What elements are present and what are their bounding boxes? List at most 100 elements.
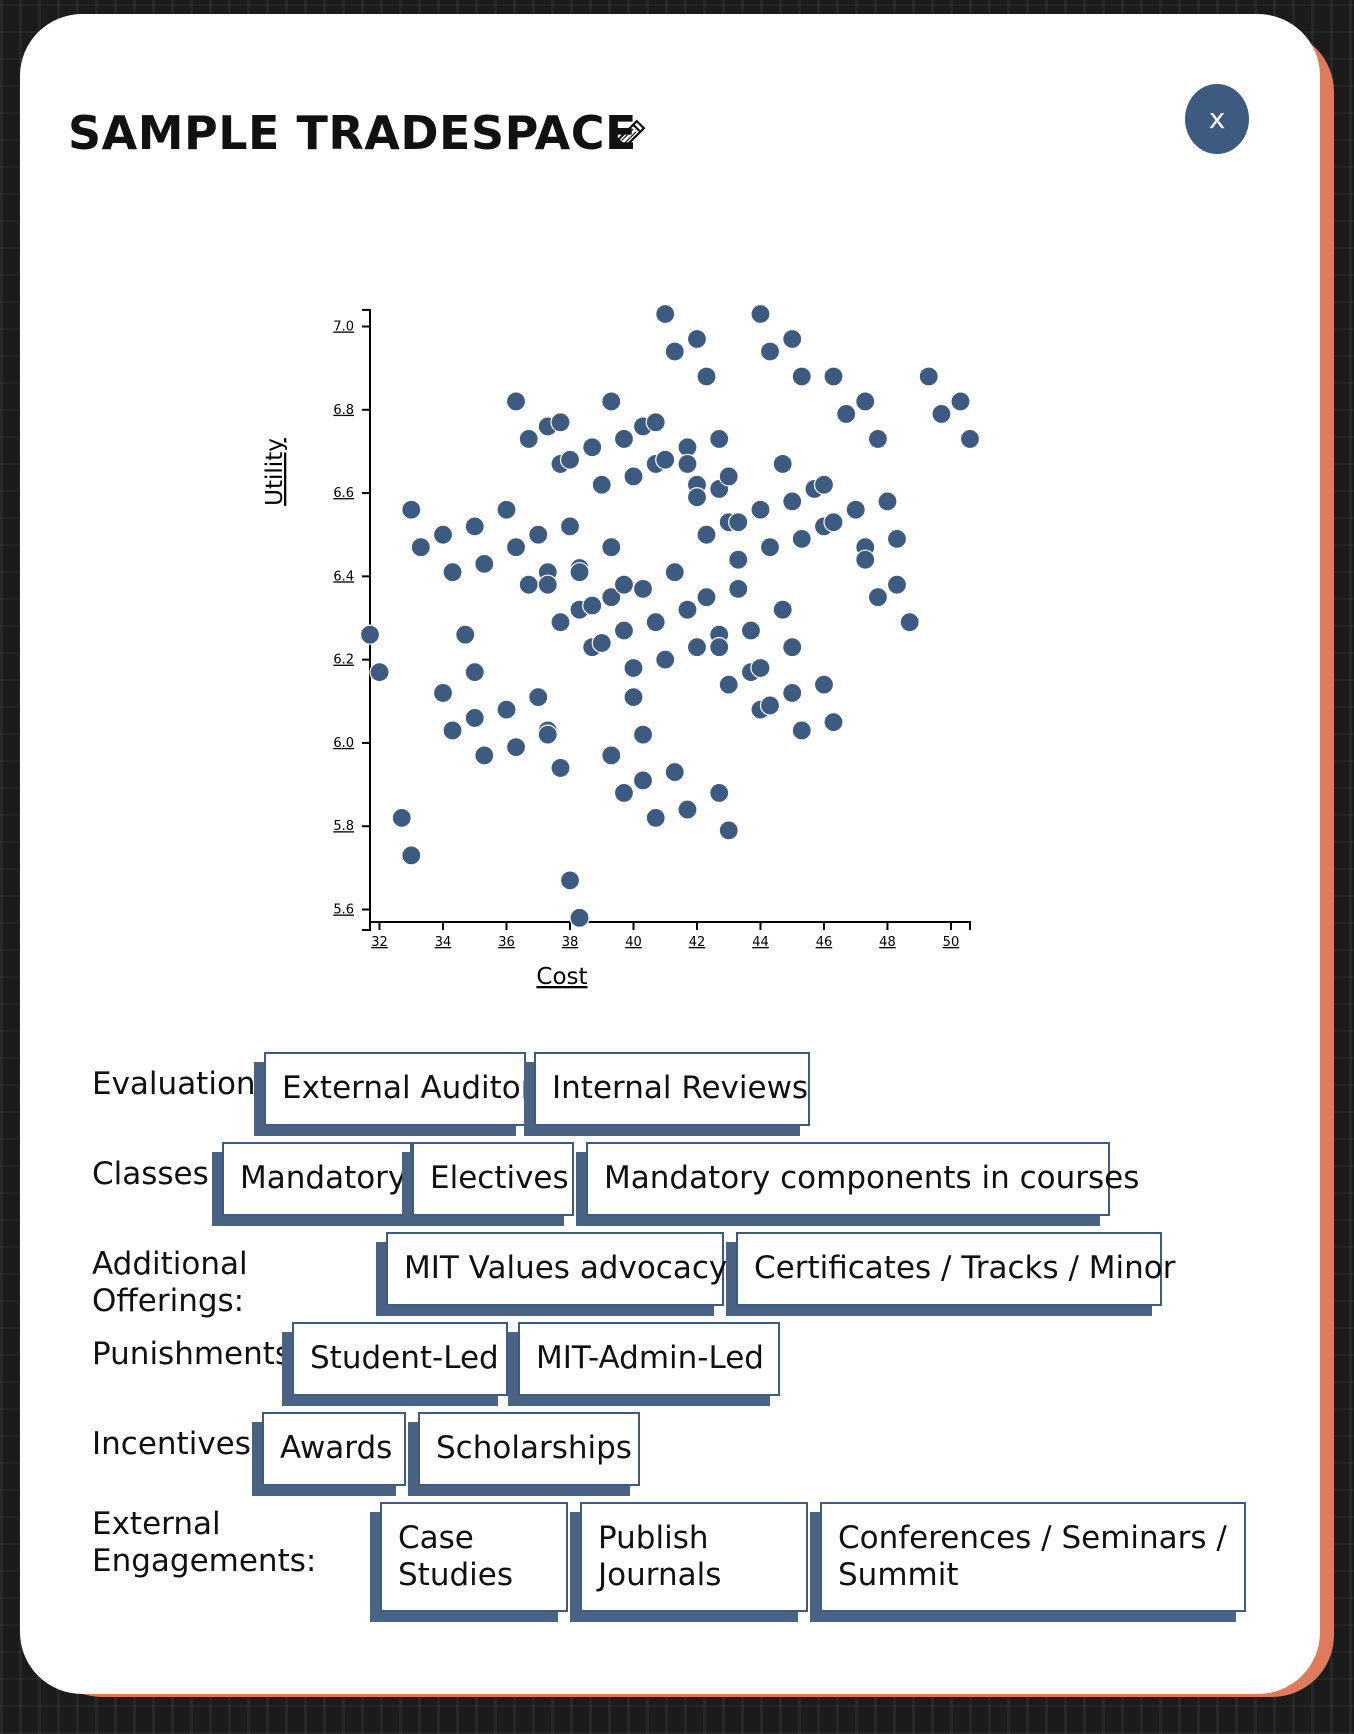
data-point — [528, 524, 549, 545]
option-button[interactable]: Scholarships — [418, 1412, 640, 1486]
data-point — [718, 820, 739, 841]
option-button[interactable]: Awards — [262, 1412, 406, 1486]
y-tick-label: 6.2 — [333, 653, 354, 668]
x-tick-label: 32 — [371, 935, 388, 950]
y-tick-label: 5.8 — [333, 819, 354, 834]
data-point — [528, 687, 549, 708]
data-point — [750, 657, 771, 679]
data-point — [613, 428, 635, 450]
data-point — [442, 562, 463, 583]
data-point — [623, 687, 644, 708]
data-point — [772, 599, 793, 620]
data-point — [550, 612, 571, 633]
x-tick-label: 40 — [625, 935, 642, 950]
y-tick-label: 7.0 — [333, 319, 354, 334]
data-point — [496, 499, 517, 520]
data-point — [782, 328, 803, 350]
data-point — [823, 512, 844, 533]
close-button[interactable]: x — [1185, 84, 1249, 154]
data-point — [601, 537, 622, 558]
option-button[interactable]: Internal Reviews — [534, 1052, 810, 1126]
option-button[interactable]: Mandatory components in courses — [586, 1142, 1139, 1216]
data-point — [855, 391, 876, 412]
data-point — [369, 662, 390, 683]
data-point — [464, 707, 485, 729]
data-point — [505, 736, 527, 758]
data-point — [391, 807, 412, 828]
data-point — [613, 574, 635, 595]
data-point — [759, 341, 781, 362]
x-tick-label: 50 — [943, 935, 960, 950]
data-point — [655, 303, 676, 325]
option-button[interactable]: Mandatory — [222, 1142, 412, 1216]
pencil-icon[interactable] — [612, 118, 646, 154]
data-point — [782, 682, 803, 704]
y-tick-label: 6.6 — [333, 486, 354, 501]
data-point — [686, 637, 708, 658]
data-point — [464, 516, 485, 537]
data-point — [709, 428, 730, 450]
y-tick-label: 6.8 — [333, 403, 354, 418]
data-point — [632, 724, 654, 745]
data-point — [359, 624, 381, 645]
data-point — [559, 516, 581, 537]
x-tick-label: 46 — [816, 935, 833, 950]
x-tick-label: 44 — [752, 935, 769, 950]
y-tick-label: 6.0 — [333, 736, 354, 751]
data-point — [505, 537, 527, 558]
data-point — [791, 366, 812, 387]
data-point — [836, 403, 857, 425]
data-point — [569, 907, 590, 928]
data-point — [791, 528, 812, 549]
data-point — [686, 487, 708, 508]
data-point — [550, 757, 571, 779]
data-point — [959, 428, 981, 450]
tradespace-scatter-chart: 5.6 5.8 6.0 6.2 6.4 6.6 6.8 7.0 32 34 36 38 40 42 44 46… — [262, 303, 981, 990]
modal-title: SAMPLE TRADESPACE — [68, 106, 637, 160]
data-point — [613, 620, 635, 641]
data-point — [728, 549, 749, 570]
data-point — [645, 807, 666, 828]
data-point — [505, 391, 527, 412]
data-point — [823, 366, 844, 387]
option-button[interactable]: Case Studies — [380, 1502, 568, 1612]
data-point — [709, 637, 730, 658]
data-point — [601, 587, 622, 608]
data-point — [401, 845, 422, 866]
option-button[interactable]: MIT Values advocacy — [386, 1232, 727, 1306]
data-point — [709, 782, 730, 804]
option-button[interactable]: Publish Journals — [580, 1502, 808, 1612]
data-point — [632, 770, 654, 791]
data-point — [432, 524, 454, 545]
data-point — [782, 637, 803, 658]
option-row-label: External Engagements: — [92, 1506, 317, 1579]
data-point — [591, 632, 612, 654]
option-button[interactable]: MIT-Admin-Led — [518, 1322, 780, 1396]
x-axis-label: Cost — [536, 964, 587, 990]
data-point — [782, 491, 803, 512]
data-point — [813, 674, 835, 695]
option-button[interactable]: External Auditor — [264, 1052, 533, 1126]
data-point — [728, 578, 749, 599]
option-button[interactable]: Electives — [412, 1142, 574, 1216]
option-row-label: Additional Offerings: — [92, 1246, 248, 1319]
data-point — [759, 537, 781, 558]
data-point — [582, 595, 603, 616]
data-point — [918, 366, 939, 387]
x-axis-line — [369, 921, 971, 930]
data-point — [899, 612, 920, 633]
y-axis-label: Utility — [262, 438, 288, 506]
data-point — [750, 499, 771, 520]
option-button[interactable]: Conferences / Seminars / Summit — [820, 1502, 1246, 1612]
option-button[interactable]: Certificates / Tracks / Minor — [736, 1232, 1175, 1306]
data-point — [518, 574, 539, 595]
data-point — [518, 428, 539, 450]
option-button[interactable]: Student-Led — [292, 1322, 508, 1396]
data-point — [613, 782, 635, 804]
data-point — [537, 574, 558, 595]
data-point — [632, 578, 654, 599]
data-point — [582, 437, 603, 458]
data-point — [931, 403, 952, 425]
data-point — [867, 428, 889, 450]
data-point — [877, 491, 898, 512]
